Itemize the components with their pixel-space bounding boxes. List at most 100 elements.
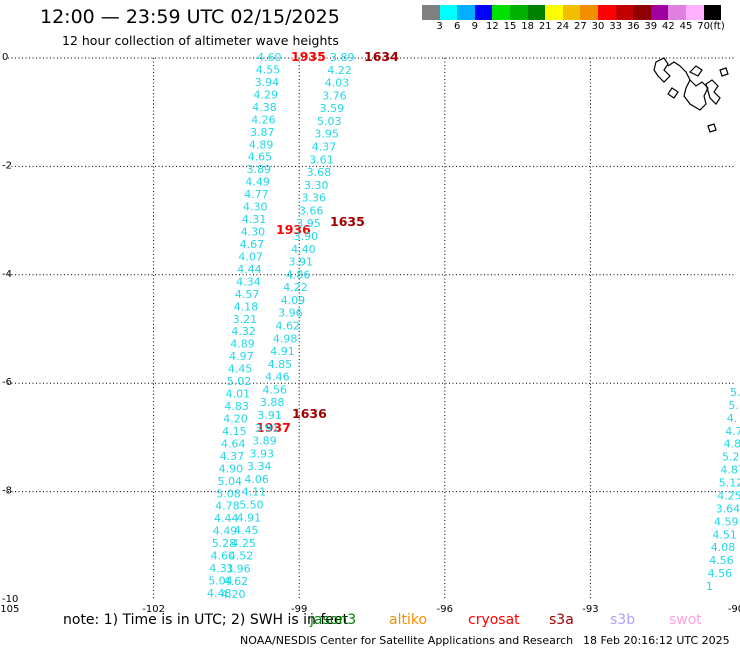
swh-value-track-a: 4.49 <box>213 525 238 538</box>
swh-value-track-b: 4.22 <box>283 281 308 294</box>
swh-value-track-a: 4.37 <box>220 450 245 463</box>
swh-value-track-b: 3.96 <box>226 562 251 575</box>
swh-value-track-b: 3.76 <box>322 89 347 102</box>
swh-value-track-b: 4.56 <box>263 383 288 396</box>
y-tick-label: -10 <box>2 594 18 605</box>
legend-swatch <box>492 5 510 20</box>
legend-label: 30 <box>591 21 605 32</box>
swh-value-track-a: 4.90 <box>219 462 244 475</box>
swh-value-track-c: 4. <box>727 412 738 425</box>
orbit-number-label: 1935 <box>291 49 326 64</box>
swh-value-track-b: 3.91 <box>255 422 280 435</box>
swh-value-track-b: 3.96 <box>278 307 303 320</box>
legend-label: 6 <box>454 21 461 32</box>
altimeter-tracks: 4.604.553.944.294.384.263.874.894.653.89… <box>207 51 740 601</box>
legend-swatch <box>422 5 440 20</box>
swh-value-track-c: 5. <box>730 386 740 399</box>
swh-value-track-c: 4.87 <box>720 464 740 477</box>
swh-value-track-a: 4.60 <box>211 550 236 563</box>
swh-value-track-a: 4.77 <box>244 188 269 201</box>
swh-value-track-b: 4.25 <box>231 537 256 550</box>
swh-value-track-a: 4.83 <box>224 400 249 413</box>
island-outline <box>667 61 709 111</box>
swh-value-track-a: 4.44 <box>237 263 262 276</box>
swh-value-track-a: 3.89 <box>247 163 272 176</box>
legend-label: 39 <box>644 21 658 32</box>
swh-value-track-b: 3.66 <box>299 204 324 217</box>
swh-value-track-b: 4.11 <box>242 486 266 499</box>
island-outline <box>705 79 721 105</box>
swh-value-track-b: 5.50 <box>239 499 264 512</box>
swh-value-track-b: 4.20 <box>221 588 246 601</box>
swh-value-track-b: 4.45 <box>234 524 259 537</box>
swh-value-track-b: 4.86 <box>286 268 311 281</box>
legend-swatch <box>668 5 686 20</box>
legend-swatch <box>545 5 563 20</box>
swh-value-track-b: 3.34 <box>247 460 272 473</box>
legend-swatch <box>439 5 458 20</box>
satellite-name-swot: swot <box>669 612 702 628</box>
legend-label: 27 <box>574 21 587 32</box>
swh-value-track-a: 4.48 <box>207 587 232 600</box>
swh-value-track-b: 3.88 <box>260 396 285 409</box>
legend-swatch <box>597 5 616 20</box>
swh-value-track-a: 4.01 <box>226 388 251 401</box>
swh-value-track-a: 4.97 <box>229 350 254 363</box>
x-tick-label: -105 <box>0 604 19 615</box>
orbit-number-label: 1937 <box>256 420 291 435</box>
satellite-name-cryosat: cryosat <box>468 612 520 628</box>
x-tick-label: -96 <box>437 604 453 615</box>
swh-value-track-b: 4.62 <box>276 320 301 333</box>
legend-label: 12 <box>486 21 499 32</box>
orbit-number-label: 1936 <box>276 222 311 237</box>
swh-value-track-c: 4.51 <box>712 528 737 541</box>
legend-label: (ft) <box>709 21 725 32</box>
swh-value-track-a: 4.49 <box>245 176 270 189</box>
legend-swatch <box>580 5 598 20</box>
swh-value-track-b: 3.61 <box>309 153 334 166</box>
swh-value-track-b: 3.30 <box>304 179 329 192</box>
orbit-number-label: 1634 <box>364 49 399 64</box>
swh-value-track-b: 4.40 <box>291 243 316 256</box>
swh-value-track-c: 4.59 <box>714 515 739 528</box>
swh-value-track-b: 4.52 <box>229 550 254 563</box>
swh-value-track-a: 4.64 <box>221 437 246 450</box>
legend-label: 33 <box>609 21 622 32</box>
swh-value-track-c: 5. <box>728 399 739 412</box>
legend-label: 3 <box>436 21 443 32</box>
swh-value-track-b: 4.03 <box>325 77 350 90</box>
swh-value-track-b: 4.09 <box>281 294 306 307</box>
legend-swatch <box>509 5 528 20</box>
swh-value-track-a: 4.32 <box>231 325 256 338</box>
y-tick-label: 0 <box>2 52 8 63</box>
axis-tick-labels: -105 -102 -99 -96 -93 -90 0 -2 -4 -6 -8 -10 <box>0 52 740 615</box>
legend-swatch <box>562 5 581 20</box>
satellite-name-s3b: s3b <box>610 612 636 628</box>
y-tick-label: -8 <box>2 486 12 497</box>
swh-value-track-a: 4.20 <box>223 413 248 426</box>
swh-value-track-a: 5.04 <box>218 475 243 488</box>
swh-value-track-a: 5.02 <box>227 375 252 388</box>
y-tick-label: -4 <box>2 269 12 280</box>
legend-swatch <box>615 5 634 20</box>
swh-value-track-b: 4.46 <box>265 371 290 384</box>
swh-value-track-a: 4.89 <box>230 338 255 351</box>
legend-label: 45 <box>679 21 693 32</box>
swh-value-track-a: 5.08 <box>216 487 241 500</box>
swh-value-track-b: 4.06 <box>244 473 269 486</box>
swh-value-track-b: 3.91 <box>257 409 282 422</box>
swh-value-track-a: 4.67 <box>240 238 265 251</box>
generated-timestamp: 18 Feb 20:16:12 UTC 2025 <box>583 634 730 647</box>
legend-labels: 3 6 9 12 15 18 21 24 27 30 33 36 39 42 45 70 (ft) <box>422 20 724 34</box>
swh-value-track-a: 4.31 <box>209 562 234 575</box>
x-tick-label: -99 <box>291 604 307 615</box>
legend-swatch <box>633 5 651 20</box>
satellite-name-jason3: jason3 <box>310 612 357 628</box>
swh-value-track-b: 3.89 <box>330 51 355 64</box>
x-tick-label: -93 <box>582 604 598 615</box>
map-subtitle: 12 hour collection of altimeter wave hei… <box>62 33 339 48</box>
swh-value-track-b: 4.91 <box>237 511 262 524</box>
swh-value-track-b: 4.98 <box>273 332 298 345</box>
x-tick-label: -102 <box>142 604 165 615</box>
swh-value-track-a: 4.31 <box>242 213 267 226</box>
